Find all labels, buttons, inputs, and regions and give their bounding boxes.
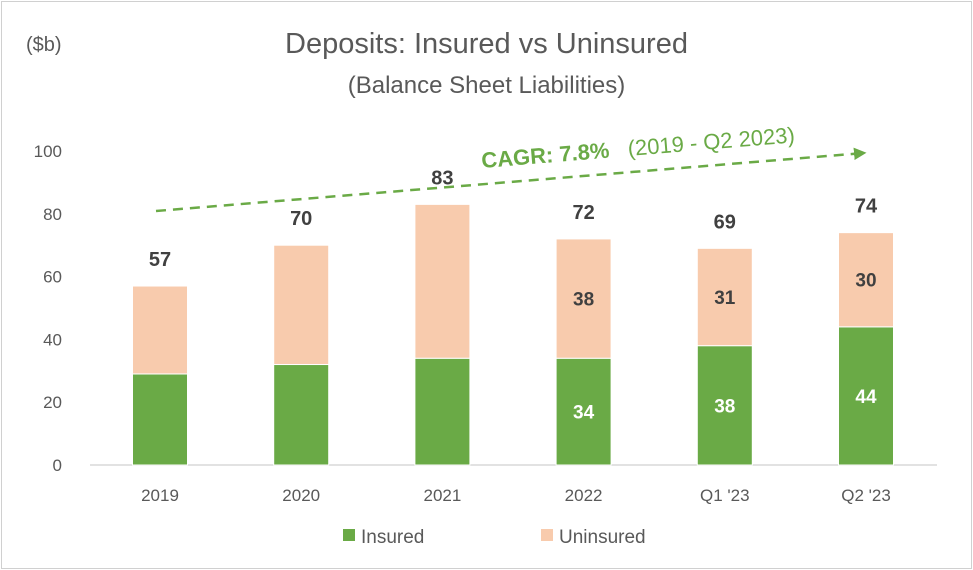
bar-uninsured <box>414 203 471 359</box>
bar-insured <box>696 345 753 466</box>
data-label-uninsured: 38 <box>573 290 594 311</box>
total-label: 74 <box>855 196 878 218</box>
data-label-insured: 38 <box>714 396 735 417</box>
chart-subtitle: (Balance Sheet Liabilities) <box>347 72 626 99</box>
y-tick-label: 40 <box>43 330 62 349</box>
total-label: 70 <box>290 208 312 230</box>
x-tick-label: 2019 <box>141 486 179 505</box>
total-label: 83 <box>431 167 453 189</box>
x-axis: 2019 2020 2021 2022 Q1 '23 Q2 '23 <box>141 486 891 505</box>
x-tick-label: 2022 <box>565 486 603 505</box>
bar-uninsured <box>555 238 612 359</box>
data-label-uninsured: 30 <box>855 271 876 292</box>
cagr-label: CAGR: 7.8% <box>480 138 610 173</box>
bar-insured <box>132 373 188 466</box>
bar-insured <box>414 357 471 466</box>
legend: Insured Uninsured <box>343 527 646 548</box>
bar-uninsured <box>838 232 894 328</box>
bars: 57 70 83 34 38 72 38 31 69 44 30 74 <box>132 167 894 466</box>
y-tick-label: 80 <box>43 205 62 224</box>
total-label: 57 <box>149 249 171 271</box>
total-label: 72 <box>572 202 594 224</box>
legend-swatch-uninsured <box>541 529 553 541</box>
y-tick-label: 100 <box>34 142 62 161</box>
data-label-uninsured: 31 <box>714 288 736 309</box>
bar-insured <box>838 326 894 466</box>
x-tick-label: 2021 <box>423 486 461 505</box>
y-axis: 0 20 40 60 80 100 <box>34 142 62 475</box>
bar-uninsured <box>696 247 753 347</box>
cagr-annotation: CAGR: 7.8% (2019 - Q2 2023) <box>155 122 867 213</box>
legend-swatch-insured <box>343 529 355 541</box>
data-label-insured: 34 <box>573 403 595 424</box>
bar-uninsured <box>132 285 188 375</box>
legend-label-uninsured: Uninsured <box>559 527 646 548</box>
y-tick-label: 20 <box>43 393 62 412</box>
bar-insured <box>273 364 330 466</box>
chart-title: Deposits: Insured vs Uninsured <box>285 28 688 60</box>
total-label: 69 <box>714 211 736 233</box>
cagr-period: (2019 - Q2 2023) <box>627 122 796 161</box>
legend-label-insured: Insured <box>361 527 424 548</box>
y-unit-label: ($b) <box>26 34 62 56</box>
y-tick-label: 0 <box>53 456 62 475</box>
bar-uninsured <box>273 244 330 366</box>
bar-insured <box>555 357 612 466</box>
data-label-insured: 44 <box>855 387 877 408</box>
x-tick-label: Q1 '23 <box>700 486 750 505</box>
x-tick-label: 2020 <box>282 486 320 505</box>
y-tick-label: 60 <box>43 268 62 287</box>
x-tick-label: Q2 '23 <box>841 486 891 505</box>
svg-text:CAGR: 7.8% (2019 - Q2 20: CAGR: 7.8% (2019 - Q2 2023) <box>480 122 795 173</box>
